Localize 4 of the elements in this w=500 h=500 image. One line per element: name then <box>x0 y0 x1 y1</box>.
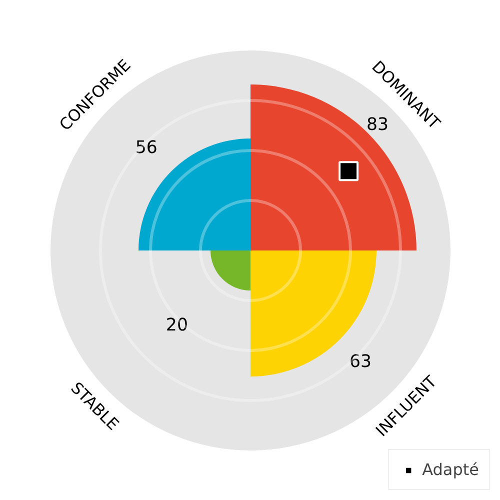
data-label: 56 <box>135 138 158 158</box>
data-label: 20 <box>166 316 188 336</box>
data-label: 63 <box>350 352 372 372</box>
legend-label: Adapté <box>422 460 479 479</box>
